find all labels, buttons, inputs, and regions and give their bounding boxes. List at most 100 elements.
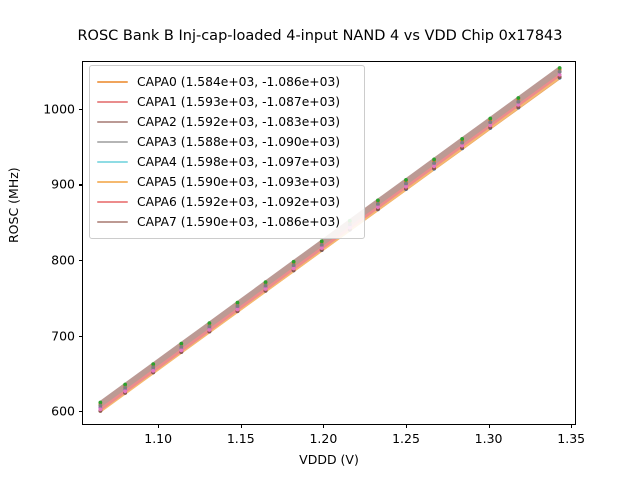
data-point-marker bbox=[432, 161, 436, 165]
data-point-marker bbox=[488, 123, 493, 128]
data-point-marker bbox=[291, 259, 296, 264]
data-point-marker bbox=[123, 385, 128, 390]
data-point-marker bbox=[516, 102, 521, 107]
legend-item-capa2[interactable]: CAPA2 (1.592e+03, -1.083e+03) bbox=[97, 112, 356, 132]
y-tick-mark bbox=[79, 411, 83, 413]
x-tick-label: 1.20 bbox=[309, 431, 338, 446]
legend-color-swatch bbox=[97, 180, 128, 184]
legend-item-label: CAPA3 (1.588e+03, -1.090e+03) bbox=[137, 135, 341, 149]
data-point-marker bbox=[432, 164, 436, 169]
data-point-marker bbox=[151, 362, 156, 366]
x-tick-mark bbox=[571, 424, 573, 428]
legend[interactable]: CAPA0 (1.584e+03, -1.086e+03) CAPA1 (1.59… bbox=[89, 65, 365, 239]
legend-item-capa5[interactable]: CAPA5 (1.590e+03, -1.093e+03) bbox=[97, 172, 356, 192]
data-point-marker bbox=[319, 242, 324, 247]
plot-axes: 1.10 1.15 1.20 1.25 1.30 1.35 600 700 800 900 100… bbox=[43, 61, 585, 446]
legend-item-capa4[interactable]: CAPA4 (1.598e+03, -1.097e+03) bbox=[97, 152, 356, 172]
data-point-marker bbox=[151, 368, 156, 373]
y-tick-label: 900 bbox=[51, 176, 75, 192]
data-point-marker bbox=[432, 157, 436, 162]
legend-item-label: CAPA2 (1.592e+03, -1.083e+03) bbox=[137, 115, 341, 129]
data-point-marker bbox=[488, 116, 493, 121]
x-tick-mark bbox=[406, 424, 408, 428]
data-point-marker bbox=[98, 403, 103, 408]
data-point-marker bbox=[319, 239, 324, 244]
legend-color-swatch bbox=[97, 100, 128, 104]
data-point-marker bbox=[98, 400, 103, 405]
data-point-marker bbox=[263, 287, 268, 291]
data-point-marker bbox=[488, 120, 493, 125]
x-tick-label: 1.30 bbox=[474, 431, 503, 446]
y-tick-label: 800 bbox=[51, 252, 75, 268]
y-tick-mark bbox=[79, 108, 83, 110]
data-point-marker bbox=[404, 184, 408, 189]
y-tick-mark bbox=[79, 184, 83, 186]
data-point-marker bbox=[207, 321, 212, 326]
data-point-marker bbox=[263, 283, 268, 288]
legend-item-label: CAPA7 (1.590e+03, -1.086e+03) bbox=[137, 215, 341, 229]
y-axis-label: ROSC (MHz) bbox=[6, 167, 21, 243]
x-tick-mark bbox=[488, 424, 490, 428]
data-point-marker bbox=[123, 382, 128, 387]
data-point-marker bbox=[151, 365, 156, 370]
x-axis-label: VDDD (V) bbox=[299, 452, 359, 467]
data-point-marker bbox=[460, 140, 465, 145]
data-point-marker bbox=[291, 263, 296, 268]
data-point-marker bbox=[404, 178, 408, 182]
x-tick-mark bbox=[323, 424, 325, 428]
data-point-marker bbox=[235, 300, 240, 305]
data-point-marker bbox=[557, 66, 562, 70]
x-tick-mark bbox=[158, 424, 160, 428]
x-tick-label: 1.35 bbox=[557, 431, 586, 446]
data-point-marker bbox=[235, 307, 240, 312]
legend-item-label: CAPA5 (1.590e+03, -1.093e+03) bbox=[137, 175, 341, 189]
x-tick-label: 1.25 bbox=[392, 431, 420, 446]
x-tick-label: 1.10 bbox=[144, 431, 173, 446]
legend-item-label: CAPA1 (1.593e+03, -1.087e+03) bbox=[137, 95, 341, 109]
data-point-marker bbox=[179, 344, 184, 349]
data-point-marker bbox=[98, 407, 103, 412]
legend-item-capa0[interactable]: CAPA0 (1.584e+03, -1.086e+03) bbox=[97, 72, 356, 92]
data-point-marker bbox=[235, 304, 240, 308]
page-title: ROSC Bank B Inj-cap-loaded 4-input NAND … bbox=[77, 28, 563, 44]
legend-color-swatch bbox=[97, 80, 128, 84]
data-point-marker bbox=[460, 137, 465, 141]
data-point-marker bbox=[460, 143, 465, 148]
legend-item-label: CAPA0 (1.584e+03, -1.086e+03) bbox=[137, 75, 341, 89]
data-point-marker bbox=[179, 341, 184, 346]
x-tick-mark bbox=[240, 424, 242, 428]
legend-color-swatch bbox=[97, 220, 128, 224]
data-point-marker bbox=[263, 280, 268, 285]
data-point-marker bbox=[179, 348, 184, 353]
x-tick-label: 1.15 bbox=[226, 431, 255, 446]
legend-color-swatch bbox=[97, 200, 128, 204]
data-point-marker bbox=[123, 389, 128, 394]
data-point-marker bbox=[516, 96, 521, 100]
y-tick-label: 1000 bbox=[43, 101, 75, 117]
data-point-marker bbox=[319, 246, 324, 251]
y-tick-mark bbox=[79, 260, 83, 262]
legend-item-capa1[interactable]: CAPA1 (1.593e+03, -1.087e+03) bbox=[97, 92, 356, 112]
legend-item-label: CAPA4 (1.598e+03, -1.097e+03) bbox=[137, 155, 341, 169]
data-point-marker bbox=[516, 99, 521, 104]
legend-color-swatch bbox=[97, 160, 128, 164]
legend-item-capa6[interactable]: CAPA6 (1.592e+03, -1.092e+03) bbox=[97, 192, 356, 212]
legend-color-swatch bbox=[97, 120, 128, 124]
data-point-marker bbox=[207, 324, 212, 329]
data-point-marker bbox=[404, 181, 408, 186]
legend-color-swatch bbox=[97, 140, 128, 144]
legend-item-capa3[interactable]: CAPA3 (1.588e+03, -1.090e+03) bbox=[97, 132, 356, 152]
y-tick-mark bbox=[79, 335, 83, 337]
y-tick-label: 700 bbox=[51, 328, 75, 344]
data-point-marker bbox=[207, 328, 212, 332]
data-point-marker bbox=[376, 201, 380, 206]
data-point-marker bbox=[376, 205, 380, 210]
data-point-marker bbox=[557, 72, 562, 77]
data-point-marker bbox=[557, 69, 562, 74]
legend-item-capa7[interactable]: CAPA7 (1.590e+03, -1.086e+03) bbox=[97, 212, 356, 232]
data-point-marker bbox=[291, 266, 296, 271]
y-tick-label: 600 bbox=[51, 403, 75, 419]
data-point-marker bbox=[376, 198, 380, 203]
legend-item-label: CAPA6 (1.592e+03, -1.092e+03) bbox=[137, 195, 341, 209]
